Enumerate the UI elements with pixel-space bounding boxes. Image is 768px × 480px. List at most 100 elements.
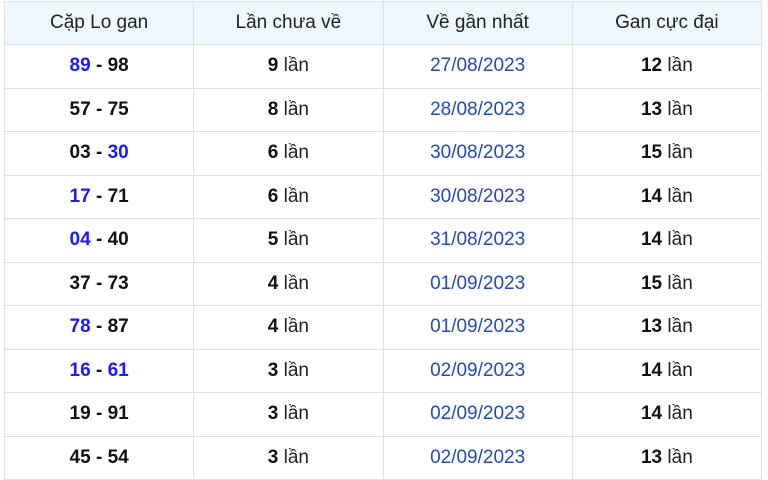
pair-first: 37 [69, 272, 91, 294]
last-date-cell: 28/08/2023 [382, 87, 573, 132]
pair-cell: 17 - 71 [3, 174, 195, 219]
table-row: 19 - 91 3 lần 02/09/2023 14 lần [3, 392, 763, 437]
max-cell: 14 lần [571, 174, 763, 219]
pair-second: 40 [107, 229, 129, 251]
table-row: 45 - 54 3 lần 02/09/2023 13 lần [3, 435, 763, 480]
max-count: 12 [640, 55, 663, 77]
pair-first: 45 [69, 446, 91, 468]
max-count: 13 [640, 446, 663, 468]
missed-cell: 6 lần [193, 174, 384, 219]
pair-first: 57 [69, 98, 91, 120]
pair-cell: 16 - 61 [3, 348, 195, 393]
pair-second: 54 [107, 446, 129, 468]
table-row: 57 - 75 8 lần 28/08/2023 13 lần [3, 87, 763, 132]
unit: lần [667, 446, 693, 468]
table-row: 03 - 30 6 lần 30/08/2023 15 lần [3, 131, 763, 176]
missed-cell: 3 lần [193, 348, 384, 393]
max-cell: 13 lần [571, 305, 763, 350]
pair-sep: - [90, 359, 108, 381]
last-date-cell: 31/08/2023 [382, 218, 573, 263]
pair-cell: 89 - 98 [3, 44, 195, 89]
pair-first: 03 [69, 142, 91, 164]
unit: lần [283, 55, 309, 77]
pair-cell: 19 - 91 [3, 392, 195, 437]
max-cell: 15 lần [571, 131, 763, 176]
pair-cell: 03 - 30 [3, 131, 195, 176]
pair-first: 16 [69, 359, 91, 381]
missed-count: 3 [267, 403, 279, 425]
pair-second: 73 [107, 272, 129, 294]
missed-cell: 3 lần [193, 435, 384, 480]
pair-sep: - [90, 403, 108, 425]
header-row: Cặp Lo gan Lần chưa về Về gần nhất Gan c… [3, 1, 763, 45]
last-date-cell: 30/08/2023 [382, 131, 573, 176]
unit: lần [667, 185, 693, 207]
unit: lần [283, 272, 309, 294]
pair-cell: 57 - 75 [3, 87, 195, 132]
max-cell: 13 lần [571, 87, 763, 132]
pair-sep: - [90, 185, 108, 207]
missed-cell: 3 lần [193, 392, 384, 437]
pair-second: 87 [107, 316, 129, 338]
pair-second: 30 [107, 142, 129, 164]
lo-gan-table: Cặp Lo gan Lần chưa về Về gần nhất Gan c… [3, 1, 763, 480]
pair-sep: - [90, 55, 108, 77]
pair-second: 91 [107, 403, 129, 425]
max-count: 15 [640, 142, 663, 164]
header-pair: Cặp Lo gan [3, 1, 195, 45]
unit: lần [667, 359, 693, 381]
pair-first: 19 [69, 403, 91, 425]
table-row: 37 - 73 4 lần 01/09/2023 15 lần [3, 261, 763, 306]
pair-cell: 78 - 87 [3, 305, 195, 350]
max-cell: 14 lần [571, 348, 763, 393]
missed-cell: 5 lần [193, 218, 384, 263]
unit: lần [283, 316, 309, 338]
pair-first: 89 [69, 55, 91, 77]
last-date-cell: 01/09/2023 [382, 305, 573, 350]
pair-second: 61 [107, 359, 129, 381]
pair-second: 71 [107, 185, 129, 207]
pair-cell: 45 - 54 [3, 435, 195, 480]
max-cell: 12 lần [571, 44, 763, 89]
missed-cell: 4 lần [193, 261, 384, 306]
pair-cell: 04 - 40 [3, 218, 195, 263]
pair-sep: - [90, 98, 108, 120]
pair-first: 04 [69, 229, 91, 251]
max-cell: 14 lần [571, 218, 763, 263]
unit: lần [667, 142, 693, 164]
missed-cell: 6 lần [193, 131, 384, 176]
missed-count: 6 [267, 142, 279, 164]
unit: lần [283, 403, 309, 425]
last-date-cell: 02/09/2023 [382, 392, 573, 437]
unit: lần [667, 229, 693, 251]
pair-first: 78 [69, 316, 91, 338]
pair-sep: - [90, 446, 108, 468]
max-cell: 13 lần [571, 435, 763, 480]
table-row: 17 - 71 6 lần 30/08/2023 14 lần [3, 174, 763, 219]
missed-cell: 9 lần [193, 44, 384, 89]
missed-count: 4 [267, 316, 279, 338]
header-max: Gan cực đại [571, 1, 763, 45]
missed-count: 4 [267, 272, 279, 294]
pair-second: 75 [107, 98, 129, 120]
last-date-cell: 02/09/2023 [382, 435, 573, 480]
pair-sep: - [90, 229, 108, 251]
unit: lần [667, 316, 693, 338]
max-count: 15 [640, 272, 663, 294]
last-date-cell: 01/09/2023 [382, 261, 573, 306]
unit: lần [283, 185, 309, 207]
max-cell: 15 lần [571, 261, 763, 306]
missed-count: 3 [267, 446, 279, 468]
pair-second: 98 [107, 55, 129, 77]
max-cell: 14 lần [571, 392, 763, 437]
unit: lần [667, 98, 693, 120]
pair-sep: - [90, 316, 108, 338]
missed-count: 3 [267, 359, 279, 381]
max-count: 13 [640, 98, 663, 120]
unit: lần [283, 446, 309, 468]
last-date-cell: 30/08/2023 [382, 174, 573, 219]
unit: lần [283, 359, 309, 381]
unit: lần [667, 272, 693, 294]
missed-count: 6 [267, 185, 279, 207]
missed-count: 5 [267, 229, 279, 251]
